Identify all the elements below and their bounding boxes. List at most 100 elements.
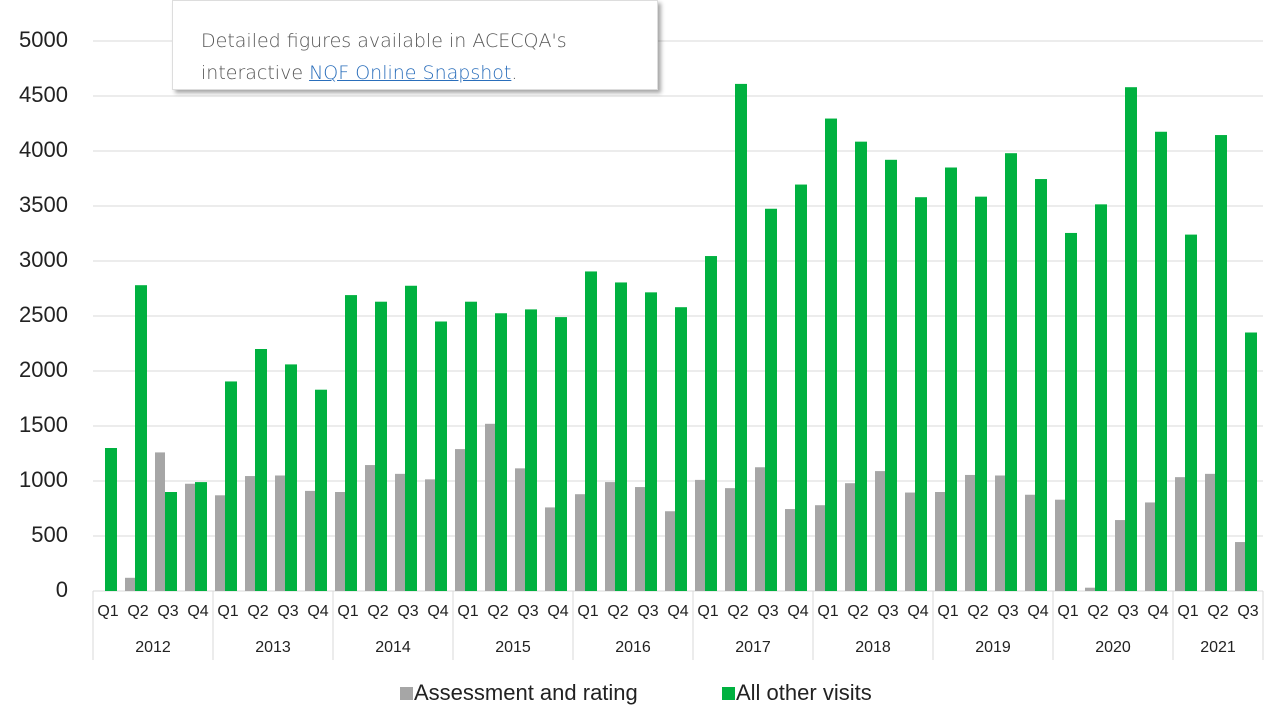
bar: [1145, 502, 1155, 591]
bar: [215, 495, 225, 591]
bar: [465, 301, 477, 591]
x-tick-label: Q2: [847, 603, 868, 620]
annotation-text: interactive: [201, 62, 310, 84]
bar: [435, 321, 447, 591]
bar: [945, 167, 957, 591]
y-tick-label: 1500: [19, 412, 68, 437]
x-tick-label: Q4: [307, 603, 328, 620]
y-tick-label: 4000: [19, 137, 68, 162]
group-label: 2014: [375, 639, 411, 656]
bar: [1125, 87, 1137, 591]
x-tick-label: Q1: [1177, 603, 1198, 620]
bar: [585, 271, 597, 591]
annotation-link[interactable]: NQF Online Snapshot: [309, 62, 512, 84]
x-tick-label: Q4: [1027, 603, 1048, 620]
bar: [615, 282, 627, 591]
x-tick-label: Q2: [607, 603, 628, 620]
bar: [785, 509, 795, 591]
bar: [185, 483, 195, 591]
legend-label: Assessment and rating: [414, 680, 638, 705]
x-tick-label: Q2: [247, 603, 268, 620]
bar: [1175, 477, 1185, 591]
bar: [675, 307, 687, 591]
bar: [825, 118, 837, 592]
group-label: 2015: [495, 639, 531, 656]
group-label: 2021: [1200, 639, 1236, 656]
bar: [735, 83, 747, 592]
y-tick-label: 4500: [19, 82, 68, 107]
x-tick-label: Q1: [97, 603, 118, 620]
x-tick-label: Q3: [277, 603, 298, 620]
bar: [485, 423, 495, 591]
legend-label: All other visits: [736, 680, 872, 705]
bar: [635, 487, 645, 591]
x-tick-label: Q1: [577, 603, 598, 620]
x-tick-label: Q1: [217, 603, 238, 620]
bar: [975, 196, 987, 591]
x-tick-label: Q2: [127, 603, 148, 620]
bar: [1005, 153, 1017, 591]
bar: [845, 483, 855, 591]
bar: [855, 141, 867, 591]
x-tick-label: Q3: [397, 603, 418, 620]
x-tick-label: Q4: [787, 603, 808, 620]
x-tick-label: Q1: [817, 603, 838, 620]
bar: [1065, 232, 1077, 591]
bar: [935, 492, 945, 591]
legend-swatch: [722, 687, 735, 700]
bar: [705, 256, 717, 591]
bar: [425, 479, 435, 591]
x-tick-label: Q2: [967, 603, 988, 620]
x-tick-label: Q3: [637, 603, 658, 620]
bar: [1025, 494, 1035, 591]
bar: [305, 490, 315, 591]
bar: [125, 577, 135, 591]
x-tick-label: Q4: [187, 603, 208, 620]
bar: [515, 468, 525, 591]
x-tick-label: Q1: [937, 603, 958, 620]
group-label: 2020: [1095, 639, 1131, 656]
x-tick-label: Q2: [1087, 603, 1108, 620]
bar: [455, 449, 465, 591]
bar: [995, 475, 1005, 591]
bar: [135, 285, 147, 591]
group-label: 2017: [735, 639, 771, 656]
bar: [1215, 135, 1227, 592]
bar: [645, 292, 657, 591]
bar: [375, 301, 387, 591]
bar: [495, 313, 507, 591]
bar: [245, 476, 255, 591]
y-tick-label: 0: [56, 577, 68, 602]
x-tick-label: Q1: [1057, 603, 1078, 620]
annotation-box: Detailed figures available in ACECQA's in…: [172, 0, 658, 90]
x-tick-label: Q2: [727, 603, 748, 620]
x-tick-label: Q4: [1147, 603, 1168, 620]
x-tick-label: Q3: [877, 603, 898, 620]
annotation-text: Detailed figures available in ACECQA's: [201, 30, 567, 52]
x-tick-label: Q3: [157, 603, 178, 620]
group-label: 2012: [135, 639, 171, 656]
x-tick-label: Q3: [757, 603, 778, 620]
bar: [605, 482, 615, 591]
bar: [1115, 520, 1125, 591]
x-tick-label: Q4: [907, 603, 928, 620]
bar: [225, 381, 237, 591]
bar: [665, 511, 675, 591]
y-tick-label: 5000: [19, 27, 68, 52]
bar: [285, 364, 297, 591]
bar: [335, 492, 345, 591]
y-tick-label: 3500: [19, 192, 68, 217]
bar: [1055, 499, 1065, 591]
bar: [1235, 542, 1245, 591]
bar: [255, 349, 267, 591]
y-tick-label: 3000: [19, 247, 68, 272]
bar: [755, 467, 765, 591]
x-tick-label: Q2: [367, 603, 388, 620]
bar: [1245, 332, 1257, 591]
y-tick-label: 2000: [19, 357, 68, 382]
bar: [365, 465, 375, 591]
bar: [1095, 204, 1107, 591]
bar: [815, 505, 825, 591]
bar: [905, 492, 915, 591]
annotation-text: .: [511, 62, 518, 84]
